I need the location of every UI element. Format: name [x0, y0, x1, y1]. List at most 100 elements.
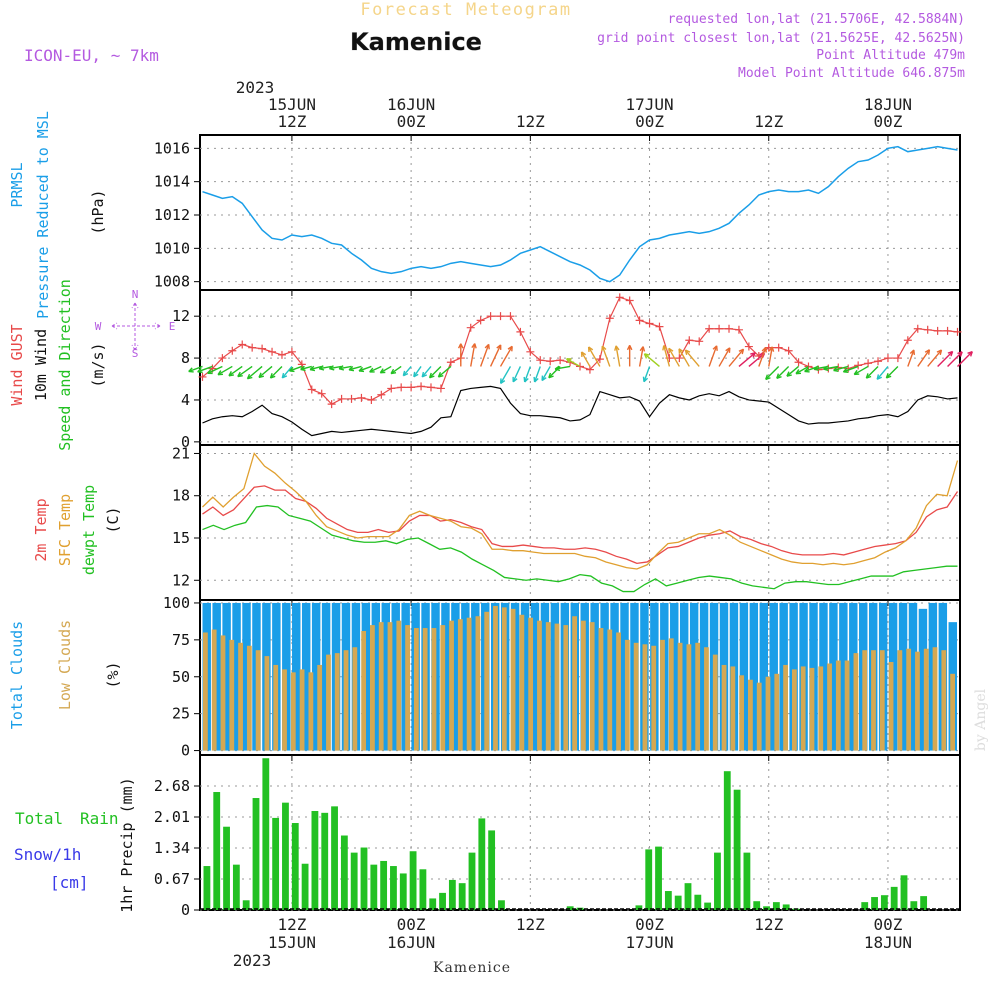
wind-vector-head: [228, 371, 234, 377]
wind-label-10m: 10m Wind: [32, 329, 50, 401]
total-clouds-bar: [839, 602, 848, 751]
low-clouds-bar: [431, 628, 437, 751]
wind-vector-head: [309, 365, 316, 372]
low-clouds-bar: [211, 629, 217, 751]
rain-bar: [340, 835, 348, 910]
wind-gust-marker: [923, 325, 932, 334]
rain-bar: [468, 852, 476, 910]
wind-vector-head: [484, 343, 490, 350]
wind-gust-marker: [218, 354, 227, 363]
wind-vector-arrow: [642, 366, 651, 383]
wind-vector-shaft: [319, 365, 332, 370]
wind-gust-marker: [645, 319, 654, 328]
wind-vector-arrow: [678, 348, 690, 367]
rain-bar: [409, 851, 417, 910]
wind-vector-head: [217, 370, 224, 376]
wind-vector-arrow: [437, 365, 452, 378]
wind-vector-shaft: [413, 366, 422, 378]
low-clouds-bar: [545, 622, 551, 751]
wind-gust-marker: [913, 324, 922, 333]
y-tick-label: 12: [172, 307, 190, 325]
low-clouds-bar: [528, 617, 534, 751]
bottom-hour-label: 12Z: [516, 915, 545, 934]
low-clouds-bar: [537, 620, 542, 751]
low-clouds-bar: [501, 607, 507, 751]
wind-vector-arrow: [566, 358, 581, 368]
total-clouds-bar: [769, 602, 778, 751]
y-tick-label: 1008: [154, 273, 190, 291]
low-clouds-bar: [800, 666, 806, 751]
wind-vector-arrow: [885, 365, 899, 379]
rain-bar: [399, 873, 407, 910]
wind-vector-arrow: [309, 365, 322, 372]
wind-speed-line: [202, 385, 958, 437]
wind-vector-shaft: [207, 365, 223, 374]
total-clouds-bar: [590, 602, 599, 751]
wind-vector-shaft: [728, 348, 744, 367]
low-clouds-bar: [721, 664, 727, 751]
wind-vector-arrow: [480, 343, 490, 367]
total-clouds-bar: [471, 602, 480, 751]
total-clouds-bar: [441, 602, 450, 751]
wind-vector-head: [379, 368, 386, 374]
low-clouds-bar: [220, 635, 226, 751]
rain-bar: [203, 866, 211, 910]
low-clouds-bar: [255, 650, 261, 751]
wind-vector-head: [402, 370, 409, 377]
wind-vector-shaft: [643, 353, 660, 367]
wind-vector-arrow: [823, 365, 839, 372]
wind-vector-head: [358, 366, 365, 373]
total-clouds-bar: [371, 602, 381, 751]
low-clouds-bar: [748, 679, 753, 751]
wind-vector-head: [776, 373, 782, 379]
wind-vector-head: [348, 365, 355, 372]
wind-vector-arrow: [289, 365, 303, 373]
wind-vector-head: [258, 372, 265, 379]
wind-gust-marker: [595, 355, 604, 364]
wind-vector-shaft: [480, 344, 490, 367]
wind-vector-arrow: [643, 353, 660, 367]
wind-vector-shaft: [541, 366, 551, 381]
compass-south: S: [132, 347, 139, 360]
point-altitude: Point Altitude 479m: [816, 48, 965, 63]
low-clouds-bar: [387, 622, 393, 751]
rain-bar: [232, 864, 240, 910]
wind-gust-marker: [248, 343, 257, 352]
temp-sfc-line: [202, 452, 959, 570]
wind-gust-marker: [933, 326, 942, 335]
wind-vector-shaft: [580, 351, 591, 367]
low-clouds-bar: [941, 650, 947, 751]
wind-vector-head: [428, 372, 435, 379]
wind-vector-head: [804, 367, 810, 373]
wind-vector-arrow: [369, 365, 382, 373]
y-tick-label: 2.01: [154, 808, 190, 826]
rain-bar: [419, 869, 427, 910]
low-clouds-bar: [326, 654, 331, 751]
y-tick-label: 21: [172, 444, 190, 462]
total-clouds-bar: [461, 602, 470, 751]
panel-frame-pressure: [199, 134, 961, 291]
y-tick-label: 1010: [154, 239, 190, 257]
wind-vector-arrow: [684, 349, 700, 367]
wind-gust-marker: [585, 365, 594, 374]
low-clouds-bar: [563, 625, 569, 751]
wind-vector-head: [813, 365, 819, 372]
wind-vector-arrow: [300, 365, 312, 372]
wind-vector-head: [643, 353, 650, 359]
rain-bar: [753, 901, 761, 910]
wind-vector-head: [865, 373, 872, 379]
wind-gust-marker: [695, 337, 704, 346]
compass-east: E: [169, 320, 176, 333]
wind-vector-arrow: [269, 365, 283, 379]
low-clouds-bar: [264, 656, 270, 751]
low-clouds-bar: [493, 605, 498, 751]
wind-gust-marker: [536, 356, 545, 365]
rain-bar: [861, 902, 869, 910]
wind-vector-arrow: [587, 346, 601, 367]
wind-gust-marker: [774, 343, 783, 352]
wind-gust-marker: [377, 390, 386, 399]
wind-gust-marker: [864, 359, 873, 368]
rain-bar: [704, 902, 712, 910]
top-hour-label: 12Z: [516, 112, 545, 131]
wind-vector-arrow: [428, 365, 442, 379]
